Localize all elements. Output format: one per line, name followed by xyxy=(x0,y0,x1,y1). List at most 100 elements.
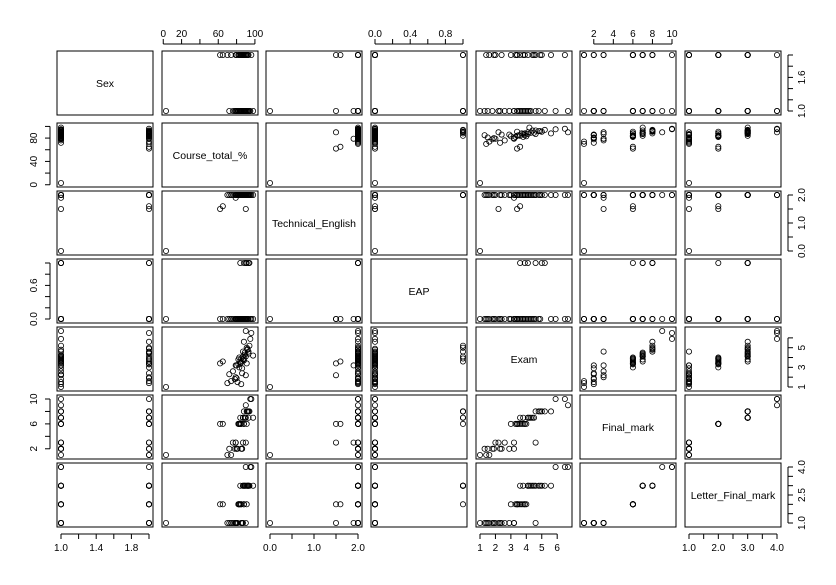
data-point xyxy=(629,145,636,152)
data-point xyxy=(243,259,250,266)
scatter-panel-0-4 xyxy=(475,50,573,116)
data-point xyxy=(538,408,545,415)
data-point xyxy=(226,520,233,527)
data-point xyxy=(526,414,533,421)
scatter-panel-5-6 xyxy=(684,394,782,460)
data-point xyxy=(354,335,361,342)
data-point xyxy=(371,247,378,254)
data-point xyxy=(490,315,497,322)
y-axis-left-EAP: 0.0 0.6 xyxy=(29,262,51,326)
data-point xyxy=(524,191,531,198)
data-point xyxy=(639,52,646,59)
data-point xyxy=(226,445,233,452)
scatter-panel-6-2 xyxy=(265,462,363,528)
data-point xyxy=(266,383,273,390)
data-point xyxy=(744,259,751,266)
data-point xyxy=(520,414,527,421)
scatter-panel-2-0 xyxy=(56,190,154,256)
data-point xyxy=(350,520,357,527)
data-point xyxy=(518,191,525,198)
data-point xyxy=(774,52,781,59)
data-point xyxy=(552,108,559,115)
scatter-panel-5-2 xyxy=(265,394,363,460)
tick-label: 4.0 xyxy=(770,543,784,554)
variable-label: EAP xyxy=(408,286,429,298)
data-point xyxy=(243,408,250,415)
data-point xyxy=(649,482,656,489)
data-point xyxy=(495,205,502,212)
data-point xyxy=(600,374,607,381)
data-point xyxy=(486,191,493,198)
data-point xyxy=(497,108,504,115)
data-point xyxy=(523,108,530,115)
data-point xyxy=(538,191,545,198)
data-point xyxy=(639,482,646,489)
data-point xyxy=(238,420,245,427)
data-point xyxy=(510,439,517,446)
y-axis-right-Letter_Final_mark: 1.0 2.5 4.0 xyxy=(787,460,808,530)
data-point xyxy=(629,132,636,139)
data-point xyxy=(371,133,378,140)
data-point xyxy=(145,329,152,336)
data-point xyxy=(371,205,378,212)
data-point xyxy=(715,52,722,59)
data-point xyxy=(581,247,588,254)
data-point xyxy=(669,125,676,132)
data-point xyxy=(520,315,527,322)
data-point xyxy=(243,52,250,59)
data-point xyxy=(715,143,722,150)
data-point xyxy=(354,380,361,387)
data-point xyxy=(145,361,152,368)
data-point xyxy=(686,138,693,145)
data-point xyxy=(581,52,588,59)
data-point xyxy=(649,342,656,349)
data-point xyxy=(483,520,490,527)
data-point xyxy=(686,362,693,369)
data-point xyxy=(774,129,781,136)
data-point xyxy=(538,482,545,489)
data-point xyxy=(350,439,357,446)
data-point xyxy=(266,315,273,322)
tick-label: 0.0 xyxy=(263,543,277,554)
data-point xyxy=(58,395,65,402)
data-point xyxy=(58,402,65,409)
data-point xyxy=(371,520,378,527)
data-point xyxy=(537,191,544,198)
data-point xyxy=(228,451,235,458)
data-point xyxy=(219,420,226,427)
data-point xyxy=(229,439,236,446)
data-point xyxy=(659,129,666,136)
data-point xyxy=(639,191,646,198)
data-point xyxy=(239,370,246,377)
data-point xyxy=(242,108,249,115)
diagonal-panel-1-1: Course_total_% xyxy=(161,122,259,188)
data-point xyxy=(515,108,522,115)
diagonal-panel-2-2: Technical_English xyxy=(265,190,363,256)
data-point xyxy=(248,395,255,402)
data-point xyxy=(686,348,693,355)
data-point xyxy=(247,335,254,342)
data-point xyxy=(354,259,361,266)
data-point xyxy=(514,420,521,427)
data-point xyxy=(649,315,656,322)
scatter-panel-2-5 xyxy=(579,190,677,256)
data-point xyxy=(162,383,169,390)
data-point xyxy=(371,361,378,368)
tick-label: 3 xyxy=(508,543,514,554)
data-point xyxy=(518,420,525,427)
data-point xyxy=(495,108,502,115)
data-point xyxy=(552,315,559,322)
data-point xyxy=(744,342,751,349)
data-point xyxy=(145,439,152,446)
scatter-panel-3-5 xyxy=(579,258,677,324)
data-point xyxy=(501,439,508,446)
data-point xyxy=(58,379,65,386)
tick-label: 80 xyxy=(29,132,40,144)
data-point xyxy=(524,52,531,59)
data-point xyxy=(371,402,378,409)
tick-label: 40 xyxy=(29,155,40,167)
variable-label: Final_mark xyxy=(602,422,655,434)
data-point xyxy=(686,378,693,385)
data-point xyxy=(686,315,693,322)
data-point xyxy=(489,520,496,527)
